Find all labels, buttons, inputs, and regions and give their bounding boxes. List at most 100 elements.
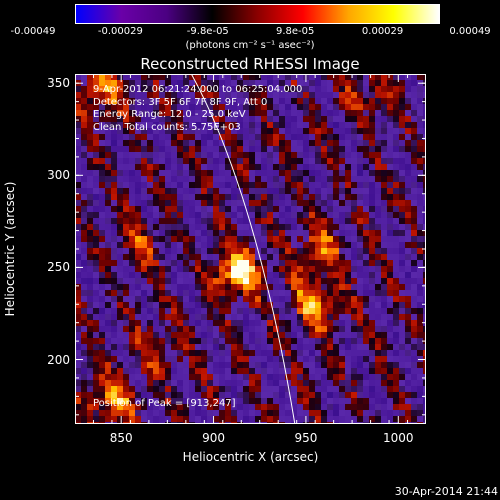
heatmap-cell	[375, 98, 382, 105]
heatmap-cell	[291, 92, 298, 99]
heatmap-cell	[285, 218, 292, 225]
heatmap-cell	[357, 308, 364, 315]
heatmap-cell	[351, 362, 358, 369]
heatmap-cell	[195, 146, 202, 153]
heatmap-cell	[267, 86, 274, 93]
heatmap-cell	[363, 290, 370, 297]
heatmap-cell	[267, 122, 274, 129]
heatmap-cell	[333, 308, 340, 315]
heatmap-cell	[81, 92, 88, 99]
heatmap-cell	[387, 170, 394, 177]
heatmap-cell	[309, 176, 316, 183]
heatmap-cell	[129, 182, 136, 189]
heatmap-cell	[297, 224, 304, 231]
heatmap-cell	[93, 224, 100, 231]
heatmap-cell	[279, 302, 286, 309]
heatmap-cell	[351, 320, 358, 327]
heatmap-cell	[267, 164, 274, 171]
heatmap-cell	[315, 410, 322, 417]
heatmap-cell	[417, 152, 424, 159]
heatmap-cell	[291, 326, 298, 333]
heatmap-cell	[177, 392, 184, 399]
heatmap-cell	[123, 248, 130, 255]
heatmap-cell	[411, 356, 418, 363]
heatmap-cell	[297, 266, 304, 273]
heatmap-cell	[327, 302, 334, 309]
heatmap-cell	[207, 188, 214, 195]
heatmap-cell	[99, 296, 106, 303]
heatmap-cell	[231, 338, 238, 345]
heatmap-cell	[87, 260, 94, 267]
heatmap-cell	[381, 74, 388, 81]
heatmap-cell	[351, 272, 358, 279]
heatmap-cell	[387, 116, 394, 123]
heatmap-cell	[165, 356, 172, 363]
heatmap-cell	[273, 254, 280, 261]
heatmap-cell	[93, 134, 100, 141]
heatmap-cell	[315, 140, 322, 147]
heatmap-cell	[351, 212, 358, 219]
heatmap-cell	[267, 92, 274, 99]
heatmap-cell	[141, 314, 148, 321]
heatmap-cell	[159, 152, 166, 159]
heatmap-cell	[363, 308, 370, 315]
heatmap-cell	[81, 86, 88, 93]
heatmap-cell	[339, 122, 346, 129]
heatmap-cell	[183, 374, 190, 381]
heatmap-cell	[285, 416, 292, 423]
heatmap-cell	[243, 278, 250, 285]
heatmap-cell	[111, 74, 118, 81]
heatmap-cell	[219, 332, 226, 339]
heatmap-cell	[219, 272, 226, 279]
heatmap-cell	[279, 296, 286, 303]
heatmap-cell	[417, 242, 424, 249]
heatmap-cell	[81, 116, 88, 123]
heatmap-cell	[81, 320, 88, 327]
heatmap-cell	[105, 206, 112, 213]
heatmap-cell	[351, 266, 358, 273]
heatmap-cell	[75, 116, 82, 123]
heatmap-cell	[375, 278, 382, 285]
heatmap-cell	[219, 392, 226, 399]
heatmap-cell	[231, 368, 238, 375]
heatmap-cell	[105, 272, 112, 279]
heatmap-cell	[129, 176, 136, 183]
heatmap-cell	[417, 134, 424, 141]
heatmap-cell	[189, 218, 196, 225]
heatmap-cell	[333, 122, 340, 129]
heatmap-cell	[393, 212, 400, 219]
heatmap-cell	[285, 242, 292, 249]
heatmap-cell	[339, 224, 346, 231]
heatmap-cell	[303, 350, 310, 357]
heatmap-cell	[237, 278, 244, 285]
heatmap-cell	[225, 416, 232, 423]
heatmap-cell	[393, 116, 400, 123]
heatmap-cell	[105, 212, 112, 219]
heatmap-cell	[123, 200, 130, 207]
heatmap-cell	[321, 152, 328, 159]
heatmap-cell	[255, 206, 262, 213]
heatmap-cell	[285, 206, 292, 213]
heatmap-cell	[225, 350, 232, 357]
heatmap-cell	[123, 188, 130, 195]
heatmap-cell	[261, 260, 268, 267]
heatmap-cell	[291, 74, 298, 81]
heatmap-cell	[219, 404, 226, 411]
heatmap-cell	[81, 278, 88, 285]
heatmap-cell	[237, 206, 244, 213]
heatmap-cell	[351, 194, 358, 201]
heatmap-cell	[237, 320, 244, 327]
heatmap-cell	[105, 224, 112, 231]
heatmap-cell	[387, 416, 394, 423]
heatmap-cell	[405, 236, 412, 243]
heatmap-cell	[99, 224, 106, 231]
heatmap-cell	[165, 386, 172, 393]
heatmap-cell	[261, 194, 268, 201]
heatmap-cell	[123, 164, 130, 171]
heatmap-cell	[345, 206, 352, 213]
heatmap-cell	[255, 302, 262, 309]
heatmap-cell	[369, 380, 376, 387]
heatmap-cell	[315, 170, 322, 177]
heatmap-cell	[231, 254, 238, 261]
heatmap-cell	[321, 212, 328, 219]
